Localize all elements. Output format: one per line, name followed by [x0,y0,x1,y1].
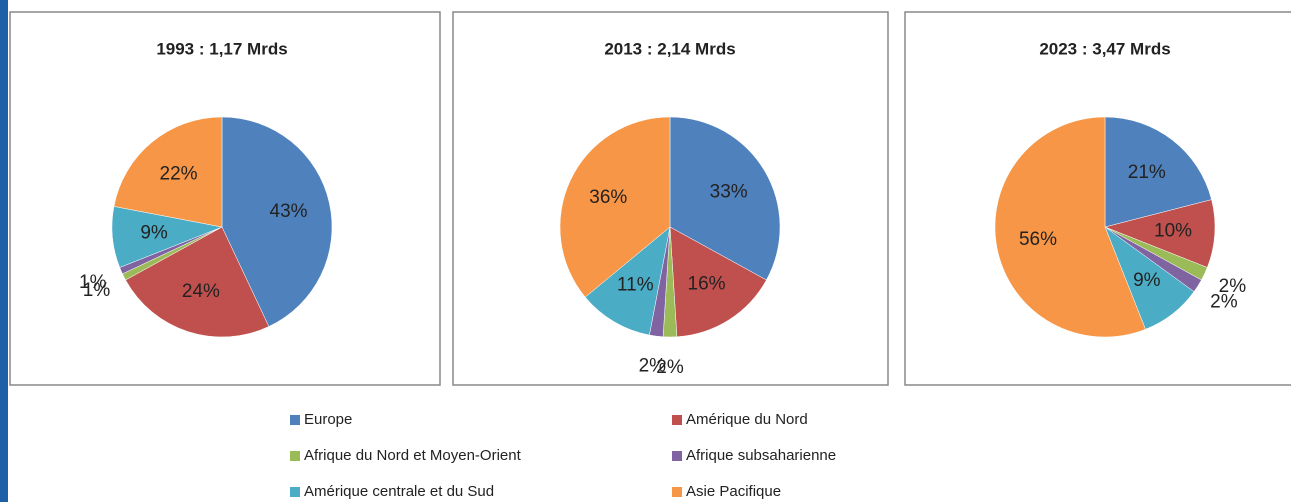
data-label: 21% [1128,162,1166,183]
legend-marker [672,451,682,461]
chart-title: 1993 : 1,17 Mrds [156,39,287,58]
data-label: 2% [639,356,667,377]
legend-marker [672,415,682,425]
data-label: 9% [140,222,168,243]
pie-slice [669,116,781,281]
chart-title: 2013 : 2,14 Mrds [604,39,735,58]
chart-title: 2023 : 3,47 Mrds [1039,39,1170,58]
pie-slice [669,226,767,338]
data-label: 43% [270,201,308,222]
data-label: 1% [83,280,111,301]
pie-slice [113,116,223,228]
data-label: 1% [79,272,107,293]
legend-marker [290,451,300,461]
data-label: 9% [1133,270,1161,291]
legend-label: Amérique centrale et du Sud [304,483,494,500]
data-label: 24% [182,281,220,302]
data-label: 16% [688,274,726,295]
data-label: 56% [1019,229,1057,250]
left-stripe [0,0,8,502]
pie-slice [559,116,671,298]
legend-label: Europe [304,411,352,428]
data-label: 2% [1219,276,1247,297]
pie-slice [994,116,1146,338]
data-label: 22% [160,163,198,184]
data-label: 33% [710,181,748,202]
data-label: 2% [1210,291,1238,312]
pie-slice [584,226,671,336]
legend-label: Amérique du Nord [686,411,808,428]
legend-label: Afrique du Nord et Moyen-Orient [304,447,522,464]
data-label: 2% [656,357,684,378]
legend-marker [672,487,682,497]
data-label: 11% [617,275,654,296]
pie-slice [221,116,333,327]
legend-label: Asie Pacifique [686,483,781,500]
legend-marker [290,415,300,425]
legend-marker [290,487,300,497]
data-label: 36% [589,187,627,208]
legend-label: Afrique subsaharienne [686,447,836,464]
data-label: 10% [1154,220,1192,241]
pie-slice [1104,116,1212,228]
pie-slice [125,226,270,338]
